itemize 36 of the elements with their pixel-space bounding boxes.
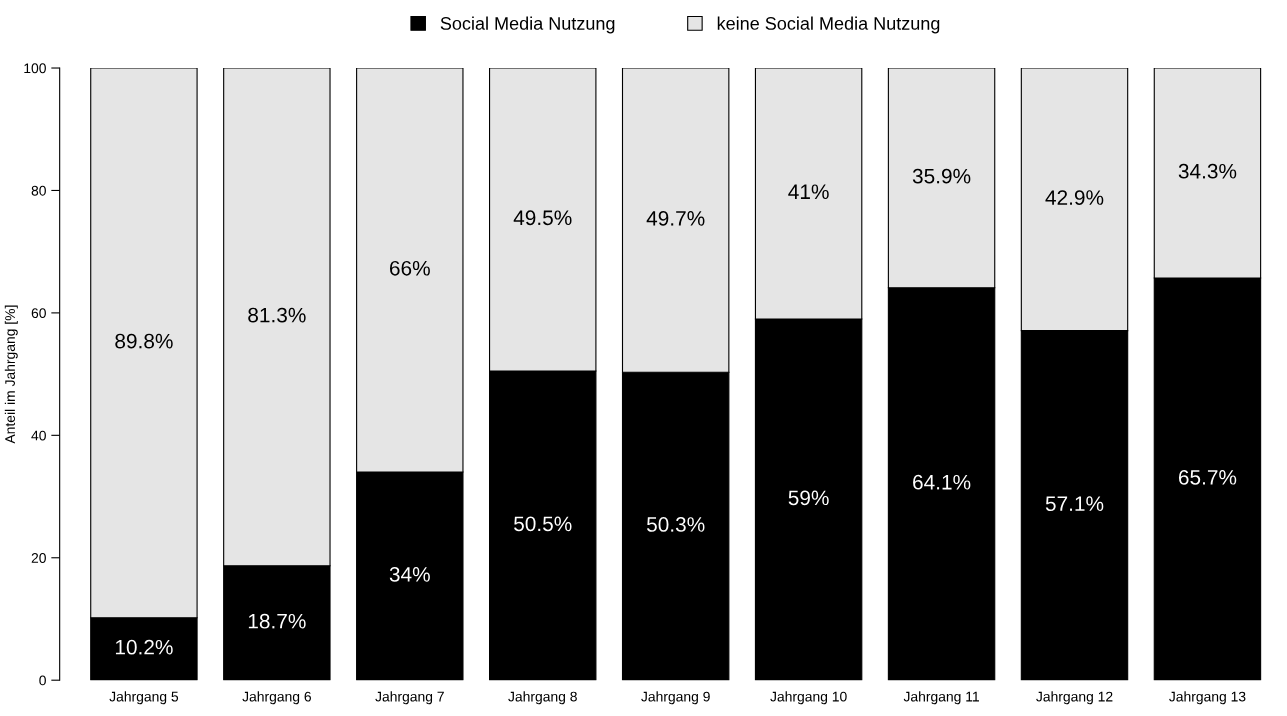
data-label: 89.8%	[115, 333, 173, 349]
y-tick-label: 20	[31, 553, 46, 563]
x-tick-label: Jahrgang 8	[508, 691, 577, 705]
data-label: 18.7%	[248, 613, 306, 629]
data-label: 81.3%	[248, 307, 306, 323]
x-tick-label: Jahrgang 11	[903, 691, 979, 705]
x-tick-label: Jahrgang 9	[641, 691, 710, 705]
data-label: 34%	[389, 566, 430, 582]
y-tick-label: 60	[31, 308, 46, 319]
x-tick-label: Jahrgang 5	[109, 691, 179, 705]
data-label: 10.2%	[115, 639, 173, 655]
y-axis-title: Anteil im Jahrgang [%]	[4, 305, 18, 444]
x-tick-label: Jahrgang 12	[1036, 691, 1113, 705]
data-label: 66%	[390, 260, 430, 276]
y-tick-label: 80	[31, 185, 46, 196]
legend-label: keine Social Media Nutzung	[717, 16, 940, 34]
data-label: 50.5%	[514, 516, 572, 532]
data-label: 49.7%	[646, 210, 705, 226]
x-tick-label: Jahrgang 6	[242, 691, 311, 705]
x-tick-label: Jahrgang 10	[770, 691, 847, 705]
data-label: 41%	[788, 184, 829, 200]
x-tick-label: Jahrgang 13	[1169, 691, 1246, 705]
y-tick-label: 40	[31, 430, 46, 441]
data-label: 65.7%	[1178, 469, 1237, 485]
data-label: 57.1%	[1045, 496, 1104, 512]
x-tick-label: Jahrgang 7	[375, 691, 444, 705]
data-label: 34.3%	[1178, 163, 1237, 179]
data-label: 42.9%	[1045, 190, 1104, 205]
data-label: 64.1%	[913, 474, 971, 490]
data-label: 49.5%	[513, 210, 572, 226]
data-label: 50.3%	[646, 517, 705, 532]
legend-label: Social Media Nutzung	[440, 16, 615, 34]
data-label: 59%	[788, 490, 829, 506]
y-tick-label: 0	[39, 675, 46, 686]
data-label: 35.9%	[912, 168, 971, 184]
y-tick-label: 100	[24, 63, 46, 74]
